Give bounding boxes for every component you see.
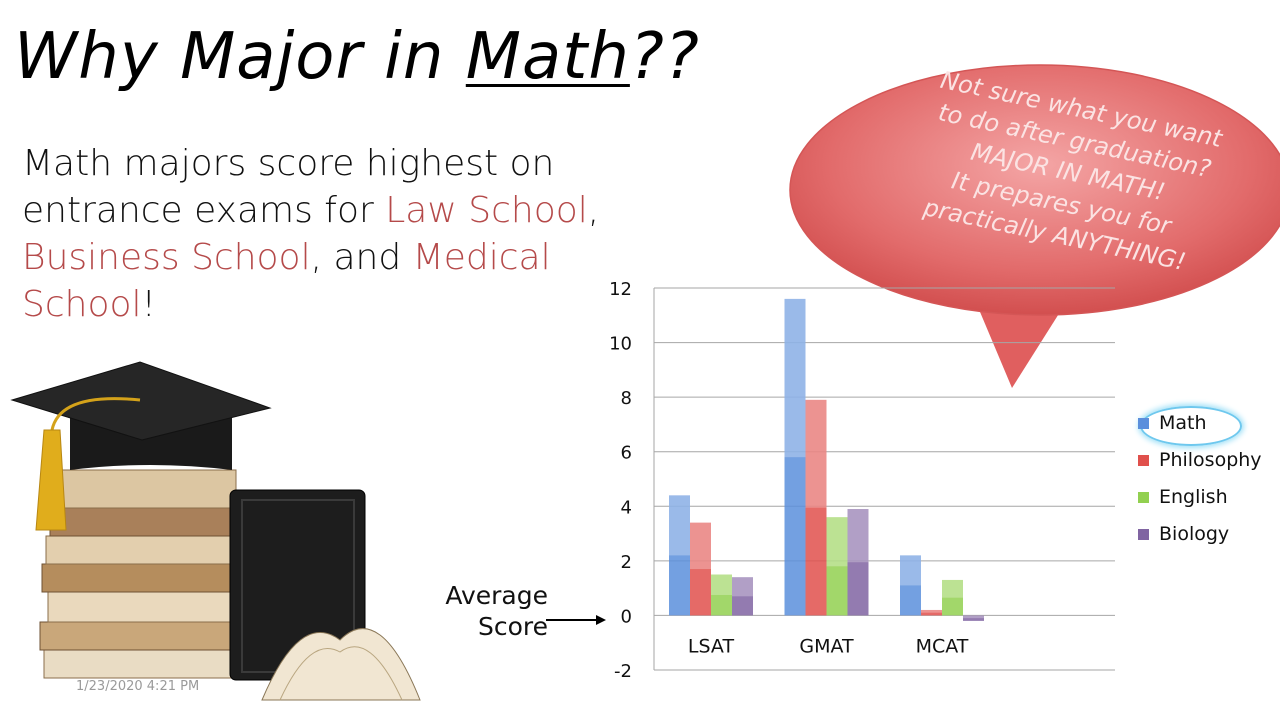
bar-highlight <box>784 298 806 458</box>
title-underlined-word: Math <box>465 20 630 94</box>
y-tick-label: -2 <box>614 661 632 682</box>
bar-highlight <box>732 577 753 597</box>
legend-swatch <box>1138 529 1149 540</box>
legend-swatch <box>1138 492 1149 503</box>
chart-legend: Math Philosophy English Biology <box>1138 410 1262 558</box>
date-stamp: 1/23/2020 4:21 PM <box>76 679 200 694</box>
bar-highlight <box>921 609 942 613</box>
bar <box>784 298 806 616</box>
bar-highlight <box>963 615 984 619</box>
average-score-label: Average Score <box>420 580 548 642</box>
open-book <box>261 628 421 701</box>
book <box>43 649 245 679</box>
bar <box>690 522 711 616</box>
legend-label: Biology <box>1159 523 1230 545</box>
legend-item: Biology <box>1138 521 1262 558</box>
average-score-line1: Average <box>445 581 548 610</box>
bar-highlight <box>690 522 711 570</box>
legend-label: Philosophy <box>1159 449 1262 471</box>
speech-bubble <box>789 64 1280 388</box>
body-sep1: , <box>587 190 600 231</box>
book <box>39 621 251 651</box>
book <box>55 469 237 509</box>
y-tick-label: 6 <box>621 443 632 464</box>
legend-item: Philosophy <box>1138 447 1262 484</box>
y-tick-label: 10 <box>609 334 632 355</box>
y-tick-label: 8 <box>621 388 632 409</box>
business-school-text: Business School <box>22 237 311 278</box>
bar <box>732 577 753 616</box>
bar <box>711 574 732 616</box>
tassel <box>35 429 67 531</box>
x-tick-label: MCAT <box>916 635 969 657</box>
bar-highlight <box>942 579 963 598</box>
legend-item: Math <box>1138 410 1262 447</box>
bar <box>900 555 921 616</box>
x-tick-label: LSAT <box>688 635 735 657</box>
body-text: Math majors score highest on entrance ex… <box>22 140 622 328</box>
speech-bubble-tail <box>975 300 1060 388</box>
slide-title: Why Major in Math?? <box>14 20 700 94</box>
title-suffix: ?? <box>629 20 700 94</box>
legend-swatch <box>1138 455 1149 466</box>
law-school-text: Law School <box>385 190 588 231</box>
book <box>41 563 247 593</box>
average-score-arrow <box>546 615 606 625</box>
bar-highlight <box>669 495 690 556</box>
body-sep2: , and <box>310 237 413 278</box>
bar <box>942 579 963 616</box>
books-illustration <box>10 361 421 701</box>
bar-highlight <box>805 399 827 508</box>
medical-school-text: Medical School <box>22 237 551 325</box>
y-tick-label: 2 <box>621 552 632 573</box>
body-part1: Math majors score highest on entrance ex… <box>22 143 555 231</box>
bar <box>826 517 848 616</box>
legend-swatch <box>1138 418 1149 429</box>
title-prefix: Why Major in <box>14 20 466 94</box>
body-end: ! <box>141 284 156 325</box>
y-tick-label: 0 <box>621 606 632 627</box>
x-tick-label: GMAT <box>799 635 854 657</box>
bar-highlight <box>826 517 848 567</box>
bar <box>847 509 869 616</box>
tassel-cord <box>50 397 141 431</box>
book <box>49 507 243 537</box>
bar <box>963 615 984 621</box>
speech-bubble-shape <box>789 64 1280 316</box>
legend-item: English <box>1138 484 1262 521</box>
average-score-line2: Score <box>477 612 548 641</box>
cap-board <box>10 361 272 441</box>
y-tick-label: 4 <box>621 497 632 518</box>
bar-highlight <box>847 509 869 563</box>
legend-label: English <box>1159 486 1228 508</box>
book <box>45 535 247 565</box>
open-book-pages <box>279 646 403 701</box>
bar <box>805 399 827 616</box>
bar-highlight <box>711 574 732 595</box>
bar-highlight <box>900 555 921 586</box>
y-tick-label: 12 <box>609 279 632 300</box>
bar-chart: -2 0 2 4 6 8 10 12 LSAT GMAT MCAT <box>609 279 1115 682</box>
legend-label: Math <box>1159 412 1207 434</box>
bar <box>921 609 942 616</box>
bar <box>669 495 690 616</box>
book <box>47 591 245 623</box>
